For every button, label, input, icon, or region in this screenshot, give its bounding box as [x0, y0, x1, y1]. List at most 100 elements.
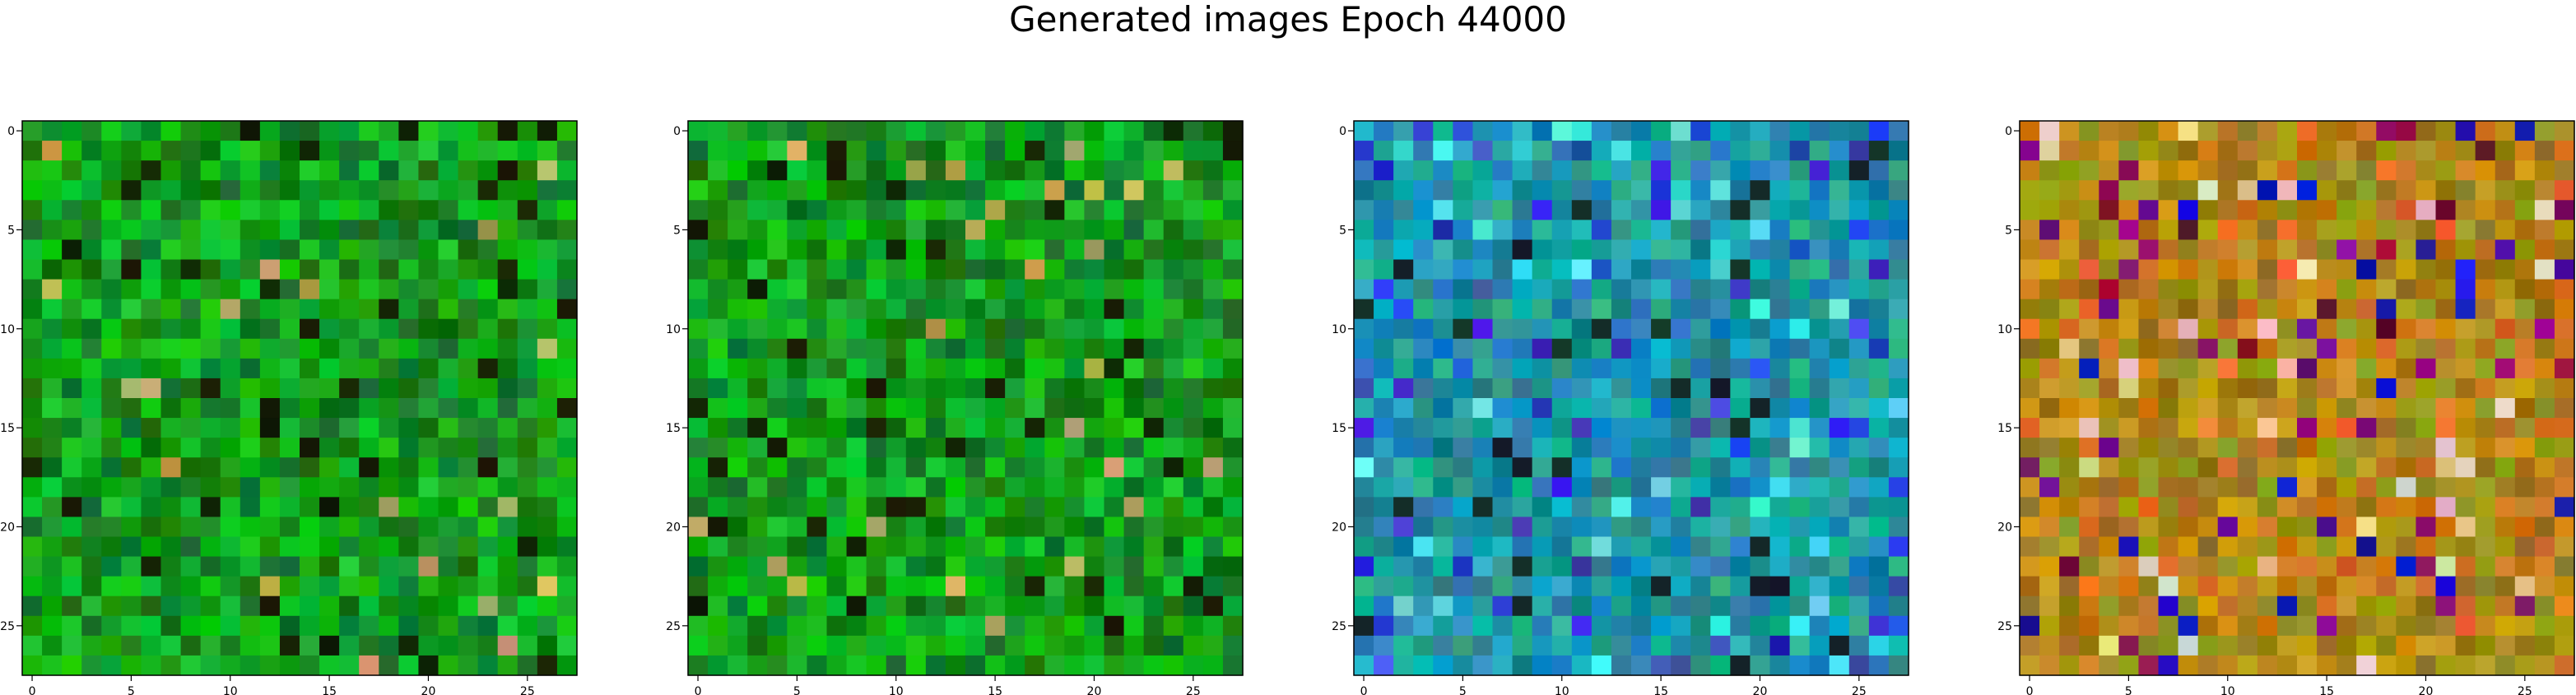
pixel-cell: [2435, 299, 2457, 320]
pixel-cell: [1143, 576, 1165, 597]
pixel-cell: [2099, 239, 2119, 261]
pixel-cell: [747, 635, 768, 656]
pixel-cell: [2237, 477, 2258, 498]
pixel-cell: [1848, 378, 1870, 399]
x-tick-label: 25: [520, 685, 535, 695]
pixel-cell: [517, 635, 538, 656]
pixel-cell: [2158, 536, 2179, 558]
pixel-cell: [1829, 497, 1850, 518]
pixel-cell: [2475, 457, 2496, 478]
pixel-cell: [497, 556, 518, 577]
pixel-cell: [1183, 378, 1204, 399]
pixel-cell: [2099, 398, 2119, 419]
pixel-cell: [1143, 220, 1165, 241]
pixel-cell: [259, 141, 281, 161]
pixel-cell: [121, 259, 142, 280]
pixel-cell: [767, 259, 788, 280]
pixel-cell: [787, 615, 808, 637]
pixel-cell: [2020, 497, 2040, 518]
pixel-cell: [398, 438, 420, 458]
pixel-cell: [2079, 398, 2099, 419]
axes-frame: [21, 120, 578, 676]
pixel-cell: [2455, 655, 2476, 676]
pixel-cell: [1710, 220, 1731, 241]
pixel-cell: [807, 358, 828, 379]
pixel-cell: [2297, 497, 2318, 518]
pixel-cell: [747, 220, 768, 241]
pixel-cell: [300, 655, 320, 676]
pixel-cell: [1005, 318, 1025, 340]
pixel-cell: [2118, 338, 2140, 359]
pixel-cell: [1690, 160, 1711, 181]
pixel-cell: [925, 576, 946, 597]
pixel-cell: [2020, 358, 2040, 379]
pixel-cell: [1690, 318, 1711, 340]
pixel-cell: [339, 517, 360, 538]
pixel-cell: [1413, 576, 1434, 597]
pixel-cell: [1571, 299, 1593, 320]
pixel-cell: [787, 200, 808, 220]
pixel-cell: [2020, 418, 2040, 438]
pixel-cell: [2118, 141, 2140, 161]
pixel-cell: [121, 378, 142, 399]
pixel-cell: [2079, 497, 2099, 518]
pixel-cell: [945, 220, 966, 241]
pixel-cell: [905, 220, 927, 241]
pixel-cell: [1789, 220, 1811, 241]
pixel-cell: [1532, 418, 1553, 438]
pixel-cell: [2475, 180, 2496, 201]
pixel-cell: [2217, 556, 2239, 577]
pixel-cell: [121, 635, 142, 656]
pixel-cell: [1690, 438, 1711, 458]
pixel-cell: [2158, 576, 2179, 597]
pixel-cell: [1044, 358, 1065, 379]
pixel-cell: [517, 497, 538, 518]
pixel-cell: [2317, 358, 2337, 379]
pixel-cell: [458, 457, 479, 478]
pixel-cell: [259, 457, 281, 478]
pixel-cell: [2059, 497, 2080, 518]
pixel-cell: [1611, 318, 1632, 340]
pixel-cell: [458, 220, 479, 241]
pixel-cell: [2356, 615, 2377, 637]
pixel-cell: [688, 160, 709, 181]
pixel-cell: [359, 497, 379, 518]
pixel-cell: [2416, 477, 2437, 498]
pixel-cell: [2534, 220, 2555, 241]
pixel-cell: [2495, 378, 2516, 399]
pixel-cell: [2138, 299, 2160, 320]
pixel-cell: [688, 398, 709, 419]
pixel-cell: [1651, 160, 1672, 181]
pixel-cell: [945, 438, 966, 458]
pixel-cell: [826, 576, 848, 597]
pixel-cell: [1690, 595, 1711, 617]
pixel-cell: [2099, 517, 2119, 538]
pixel-cell: [180, 655, 202, 676]
pixel-cell: [2317, 160, 2337, 181]
pixel-cell: [747, 438, 768, 458]
pixel-cell: [886, 338, 907, 359]
pixel-cell: [517, 536, 538, 558]
pixel-cell: [1453, 457, 1474, 478]
pixel-cell: [688, 615, 709, 637]
pixel-cell: [517, 121, 538, 141]
pixel-cell: [1829, 438, 1850, 458]
pixel-cell: [965, 438, 986, 458]
pixel-cell: [1123, 576, 1145, 597]
pixel-cell: [2514, 358, 2536, 379]
pixel-cell: [2337, 457, 2357, 478]
pixel-cell: [2455, 418, 2476, 438]
pixel-cell: [787, 576, 808, 597]
pixel-cell: [2376, 517, 2397, 538]
pixel-cell: [556, 556, 578, 577]
pixel-cell: [537, 338, 558, 359]
pixel-cell: [1789, 457, 1811, 478]
pixel-cell: [1413, 160, 1434, 181]
pixel-cell: [2416, 338, 2437, 359]
pixel-cell: [200, 615, 221, 637]
pixel-cell: [826, 497, 848, 518]
pixel-cell: [747, 576, 768, 597]
pixel-cell: [1084, 497, 1105, 518]
pixel-cell: [2079, 200, 2099, 220]
pixel-cell: [2514, 576, 2536, 597]
